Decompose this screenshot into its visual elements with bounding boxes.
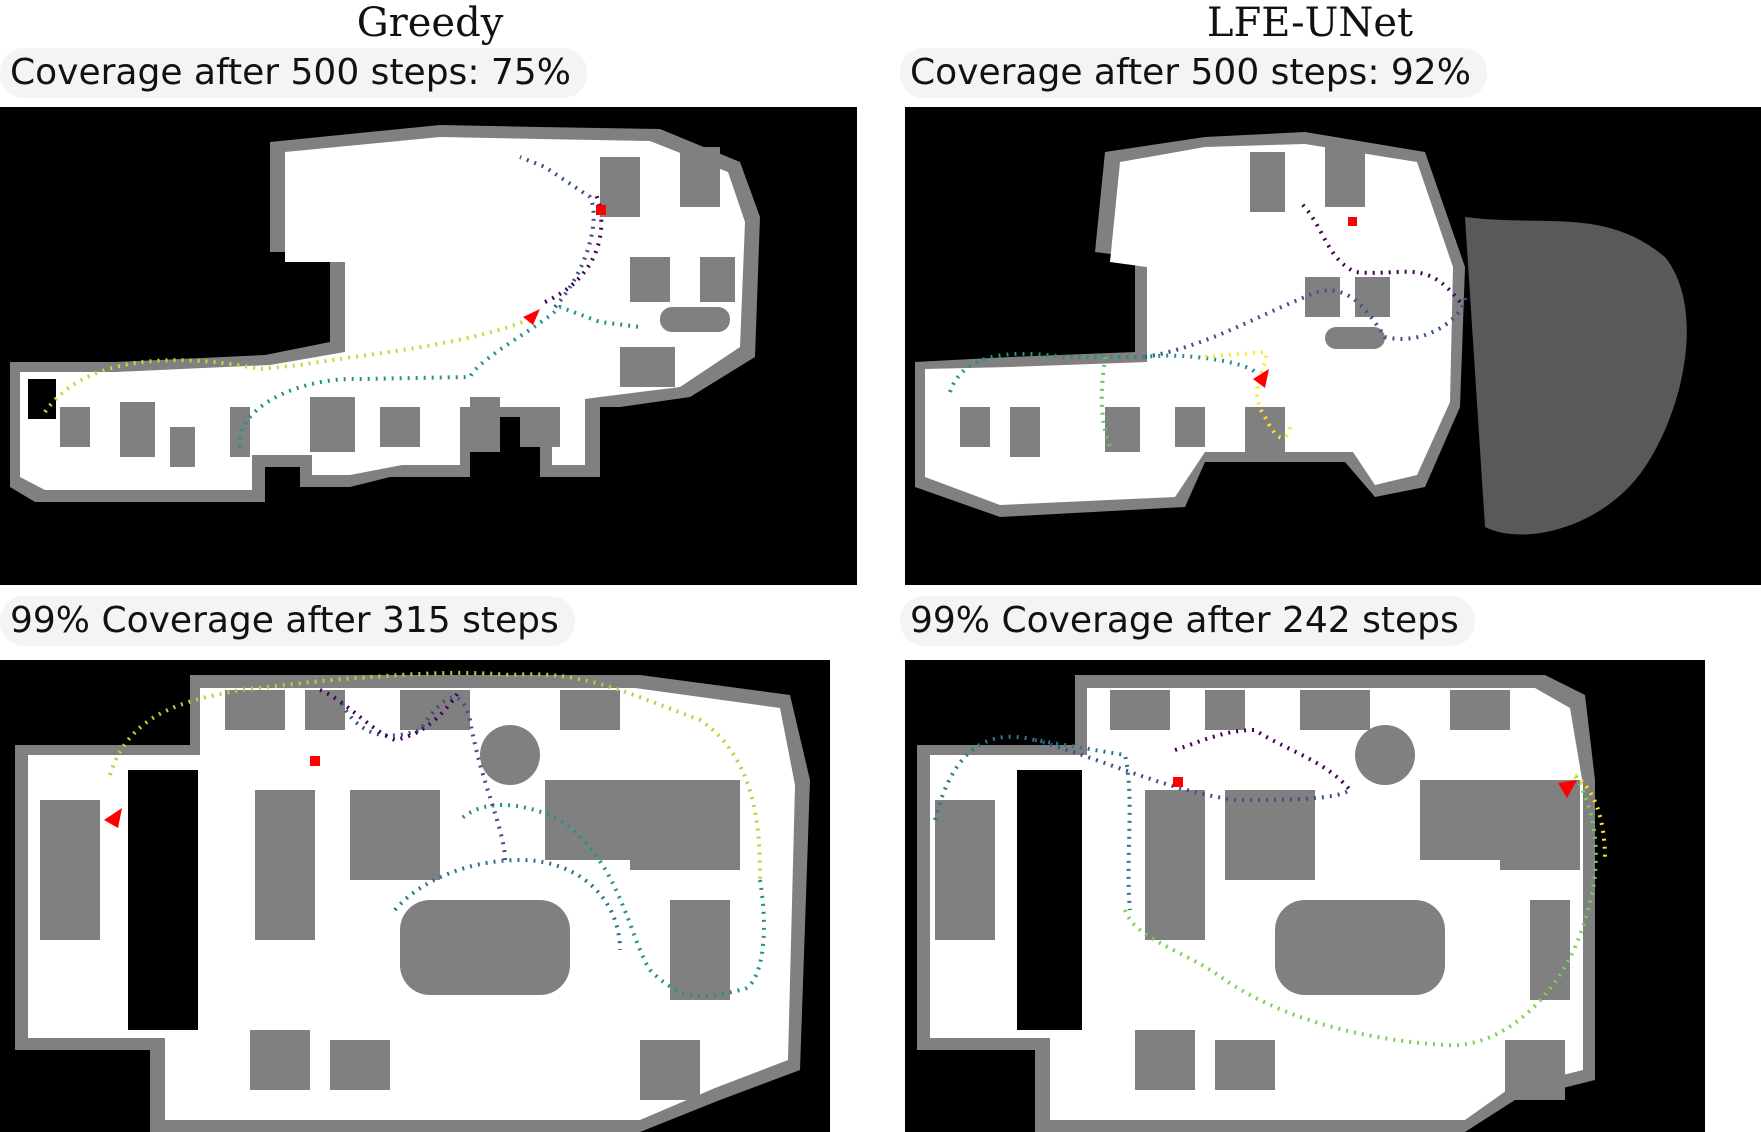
column-title-greedy: Greedy [356, 0, 504, 46]
panel-caption-lfe-bottom: 99% Coverage after 242 steps [900, 596, 1475, 646]
map-panel-greedy-bottom [0, 660, 830, 1132]
start-marker [1348, 217, 1357, 226]
map-panel-greedy-top [0, 107, 857, 585]
agent-marker [1253, 369, 1269, 388]
agent-marker [104, 808, 122, 828]
start-marker [310, 756, 320, 766]
agent-marker [523, 309, 540, 325]
column-title-lfe-unet: LFE-UNet [1206, 0, 1414, 46]
start-marker [1173, 777, 1183, 787]
map-panel-lfe-bottom [905, 660, 1705, 1132]
agent-marker [1558, 780, 1577, 798]
map-panel-lfe-top [905, 107, 1761, 585]
start-marker [596, 205, 606, 215]
panel-caption-greedy-top: Coverage after 500 steps: 75% [0, 48, 587, 98]
panel-caption-greedy-bottom: 99% Coverage after 315 steps [0, 596, 575, 646]
panel-caption-lfe-top: Coverage after 500 steps: 92% [900, 48, 1487, 98]
